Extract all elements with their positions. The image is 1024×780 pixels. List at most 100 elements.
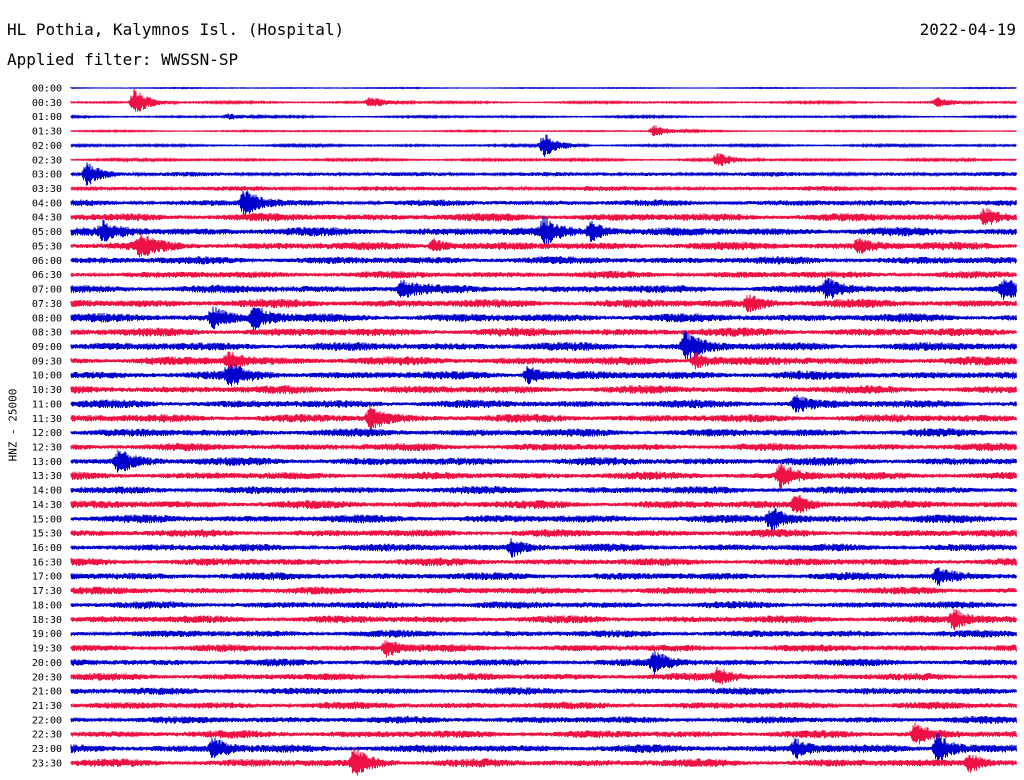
station-title: HL Pothia, Kalymnos Isl. (Hospital): [7, 20, 345, 39]
row-time-label: 12:00: [32, 428, 62, 439]
row-time-label: 03:00: [32, 170, 62, 181]
trace-row: [70, 405, 1017, 431]
row-time-label: 08:00: [32, 313, 62, 324]
row-time-label: 15:30: [32, 529, 62, 540]
trace-row: [70, 485, 1017, 495]
trace-row: [70, 746, 1017, 776]
row-time-label: 17:00: [32, 572, 62, 583]
trace-row: [70, 462, 1017, 490]
row-time-label: 03:30: [32, 184, 62, 195]
trace-row: [70, 651, 1017, 675]
row-time-label: 16:30: [32, 557, 62, 568]
row-time-label: 19:00: [32, 629, 62, 640]
row-time-label: 00:30: [32, 98, 62, 109]
trace-row: [70, 88, 1017, 112]
trace-row: [70, 385, 1017, 395]
trace-row: [70, 608, 1017, 631]
row-time-label: 10:30: [32, 385, 62, 396]
row-time-label: 11:00: [32, 399, 62, 410]
trace-row: [70, 428, 1017, 437]
trace-row: [70, 567, 1017, 587]
row-time-label: 09:00: [32, 342, 62, 353]
trace-row: [70, 494, 1017, 514]
row-time-label: 05:00: [32, 227, 62, 238]
row-time-label: 21:30: [32, 701, 62, 712]
row-time-label: 17:30: [32, 586, 62, 597]
trace-row: [70, 528, 1017, 538]
trace-row: [70, 86, 1017, 90]
row-time-label: 20:00: [32, 658, 62, 669]
trace-row: [70, 538, 1017, 558]
trace-row: [70, 125, 1017, 137]
trace-row: [70, 351, 1017, 372]
row-time-label: 01:00: [32, 112, 62, 123]
trace-row: [70, 216, 1017, 247]
row-time-label: 00:00: [32, 84, 62, 95]
row-time-label: 23:30: [32, 758, 62, 769]
row-time-label: 20:30: [32, 672, 62, 683]
trace-row: [70, 162, 1017, 186]
trace-row: [70, 687, 1017, 696]
trace-row: [70, 601, 1017, 609]
trace-row: [70, 557, 1017, 567]
trace-row: [70, 450, 1017, 473]
row-time-label: 22:30: [32, 730, 62, 741]
trace-row: [70, 733, 1017, 763]
trace-row: [70, 233, 1017, 258]
filter-label: Applied filter: WWSSN-SP: [7, 50, 239, 69]
row-time-label: 02:00: [32, 141, 62, 152]
trace-row: [70, 185, 1017, 192]
row-time-label: 18:30: [32, 615, 62, 626]
trace-row: [70, 508, 1017, 531]
record-date: 2022-04-19: [919, 20, 1016, 39]
row-time-label: 15:00: [32, 514, 62, 525]
row-time-label: 07:30: [32, 299, 62, 310]
trace-row: [70, 701, 1017, 710]
row-time-label: 23:00: [32, 744, 62, 755]
trace-row: [70, 722, 1017, 745]
row-time-label: 07:00: [32, 285, 62, 296]
trace-row: [70, 715, 1017, 724]
row-time-label: 14:30: [32, 500, 62, 511]
trace-row: [70, 394, 1017, 413]
row-time-label: 14:00: [32, 486, 62, 497]
trace-row: [70, 153, 1017, 167]
trace-row: [70, 190, 1017, 217]
trace-row: [70, 134, 1017, 157]
row-time-label: 06:30: [32, 270, 62, 281]
row-time-label: 09:30: [32, 356, 62, 367]
trace-row: [70, 629, 1017, 638]
trace-row: [70, 330, 1017, 360]
row-time-label: 16:00: [32, 543, 62, 554]
row-time-label: 06:00: [32, 256, 62, 267]
trace-row: [70, 442, 1017, 452]
trace-row: [70, 278, 1017, 300]
trace-row: [70, 640, 1017, 658]
row-time-label: 12:30: [32, 443, 62, 454]
trace-row: [70, 270, 1017, 279]
row-time-label: 04:00: [32, 198, 62, 209]
row-time-label: 19:30: [32, 644, 62, 655]
trace-row: [70, 364, 1017, 387]
row-time-label: 04:30: [32, 213, 62, 224]
trace-row: [70, 113, 1017, 120]
row-time-label: 13:00: [32, 457, 62, 468]
trace-row: [70, 586, 1017, 595]
row-time-label: 22:00: [32, 715, 62, 726]
trace-row: [70, 294, 1017, 313]
row-time-label: 21:00: [32, 687, 62, 698]
row-time-label: 05:30: [32, 241, 62, 252]
row-time-label: 13:30: [32, 471, 62, 482]
trace-row: [70, 327, 1017, 337]
row-time-label: 01:30: [32, 127, 62, 138]
row-time-label: 02:30: [32, 155, 62, 166]
row-time-label: 08:30: [32, 328, 62, 339]
trace-row: [70, 208, 1017, 226]
row-time-label: 18:00: [32, 600, 62, 611]
trace-row: [70, 666, 1017, 685]
row-time-label: 11:30: [32, 414, 62, 425]
row-time-label: 10:00: [32, 371, 62, 382]
trace-row: [70, 256, 1017, 265]
trace-row: [70, 306, 1017, 332]
